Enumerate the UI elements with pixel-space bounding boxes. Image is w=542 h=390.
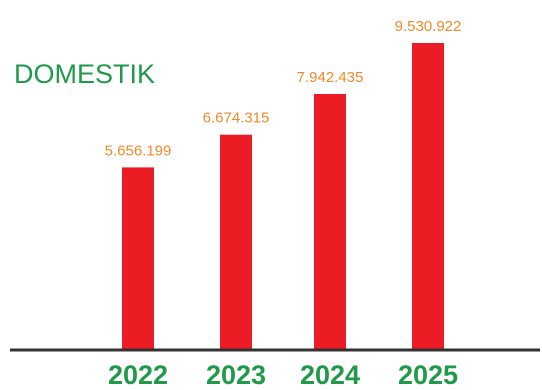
- value-label-2024: 7.942.435: [297, 69, 364, 86]
- bars-group: [122, 43, 444, 349]
- x-tick-labels-group: 2022 2023 2024 2025: [108, 360, 458, 390]
- bar-2022: [122, 167, 154, 349]
- bar-2024: [314, 94, 346, 349]
- value-label-2022: 5.656.199: [105, 142, 172, 159]
- value-label-2025: 9.530.922: [395, 18, 462, 35]
- x-tick-label-2022: 2022: [108, 360, 168, 390]
- bar-2025: [412, 43, 444, 349]
- value-labels-group: 5.656.199 6.674.315 7.942.435 9.530.922: [105, 18, 462, 159]
- x-tick-label-2025: 2025: [398, 360, 458, 390]
- value-label-2023: 6.674.315: [203, 110, 270, 127]
- chart-title: DOMESTIK: [14, 59, 155, 89]
- x-tick-label-2023: 2023: [206, 360, 266, 390]
- bar-2023: [220, 134, 252, 349]
- x-tick-label-2024: 2024: [300, 360, 360, 390]
